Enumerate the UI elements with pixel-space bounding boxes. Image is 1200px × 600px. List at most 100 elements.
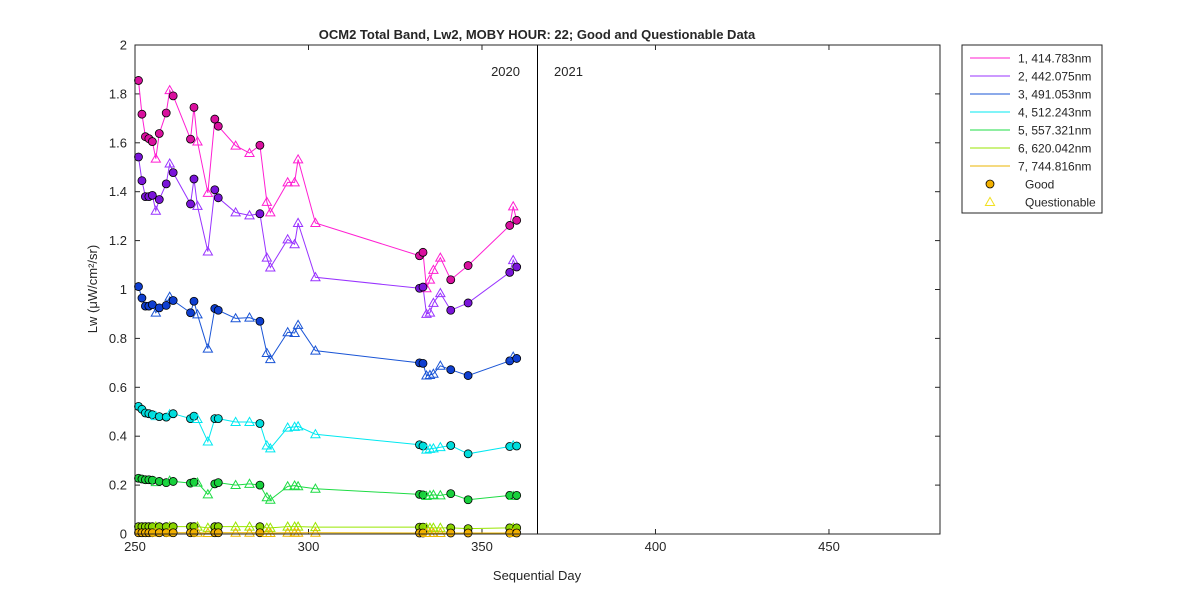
questionable-point xyxy=(264,353,276,364)
questionable-point xyxy=(434,360,446,370)
good-point xyxy=(505,221,515,230)
good-point xyxy=(512,262,522,272)
questionable-point xyxy=(191,413,203,424)
questionable-point xyxy=(150,205,162,215)
good-point xyxy=(213,193,223,203)
questionable-point xyxy=(427,297,439,307)
good-point xyxy=(134,152,143,162)
good-point xyxy=(134,282,143,291)
questionable-point xyxy=(202,527,214,537)
questionable-point xyxy=(202,343,214,353)
good-point xyxy=(189,174,199,184)
good-point xyxy=(168,477,178,486)
good-point xyxy=(213,528,223,538)
x-axis-label: Sequential Day xyxy=(493,568,582,583)
y-tick-label: 1.8 xyxy=(109,86,127,101)
good-point xyxy=(255,316,265,326)
questionable-point xyxy=(244,527,255,537)
questionable-point xyxy=(427,264,439,274)
good-point xyxy=(255,419,265,428)
questionable-point xyxy=(309,527,321,537)
data-marks xyxy=(134,76,522,538)
y-axis-label: Lw (μW/cm²/sr) xyxy=(85,245,100,333)
questionable-point xyxy=(434,441,446,452)
y-tick-label: 1 xyxy=(120,282,127,297)
questionable-point xyxy=(230,140,242,150)
questionable-point xyxy=(427,368,439,378)
good-point xyxy=(512,215,522,225)
questionable-point xyxy=(244,312,255,322)
questionable-point xyxy=(282,176,294,187)
questionable-point xyxy=(309,428,321,439)
y-tick-label: 1.2 xyxy=(109,233,127,248)
good-point xyxy=(154,195,164,204)
questionable-point xyxy=(427,442,439,453)
questionable-point xyxy=(292,319,304,329)
good-point xyxy=(161,300,171,310)
questionable-point xyxy=(244,416,255,426)
good-point xyxy=(168,296,178,305)
questionable-point xyxy=(264,261,276,272)
good-point xyxy=(255,140,265,150)
questionable-point xyxy=(264,442,276,453)
plot-frame xyxy=(134,44,941,535)
good-point xyxy=(255,209,265,219)
legend-label: 4, 512.243nm xyxy=(1018,106,1091,120)
questionable-point xyxy=(230,527,242,537)
questionable-point xyxy=(434,527,446,537)
questionable-point xyxy=(292,521,304,531)
chart-title: OCM2 Total Band, Lw2, MOBY HOUR: 22; Goo… xyxy=(319,27,756,42)
year-label-2021: 2021 xyxy=(554,64,583,79)
legend: 1, 414.783nm 2, 442.075nm 3, 491.053nm 4, 5… xyxy=(961,44,1103,214)
questionable-point xyxy=(191,308,203,319)
y-tick-label: 0 xyxy=(120,527,127,542)
x-tick-label: 300 xyxy=(298,539,320,554)
good-point xyxy=(137,109,147,119)
good-point xyxy=(168,168,178,178)
y-tick-label: 1.4 xyxy=(109,184,127,199)
y-tick-label: 0.8 xyxy=(109,331,127,346)
good-point xyxy=(213,121,223,131)
legend-box xyxy=(961,44,1103,214)
axis-ticks: 250 300 350 400 450 0 0.2 0.4 0.6 0.8 1 1.2 1.4 1.6 1.… xyxy=(109,38,940,554)
legend-questionable-marker xyxy=(984,196,996,206)
good-point xyxy=(137,293,147,303)
good-point xyxy=(446,305,456,315)
questionable-point xyxy=(244,147,255,158)
questionable-point xyxy=(289,238,301,249)
good-point xyxy=(213,305,223,315)
questionable-point xyxy=(150,153,162,163)
good-point xyxy=(512,441,522,451)
questionable-point xyxy=(261,347,273,358)
good-point xyxy=(161,108,171,118)
y-tick-label: 1.6 xyxy=(109,135,127,150)
questionable-point xyxy=(309,521,321,532)
legend-label: 5, 557.321nm xyxy=(1018,124,1091,138)
questionable-point xyxy=(282,233,294,244)
good-point xyxy=(147,137,157,146)
questionable-point xyxy=(244,478,255,488)
x-tick-label: 450 xyxy=(818,539,840,554)
questionable-point xyxy=(150,307,162,317)
questionable-point xyxy=(202,187,214,197)
questionable-point xyxy=(507,200,519,211)
questionable-point xyxy=(309,271,321,282)
year-label-2020: 2020 xyxy=(491,64,520,79)
x-tick-label: 350 xyxy=(471,539,493,554)
questionable-point xyxy=(292,217,304,227)
good-point xyxy=(189,296,199,306)
questionable-point xyxy=(309,217,321,227)
questionable-point xyxy=(421,490,432,501)
good-point xyxy=(446,489,456,499)
x-tick-label: 250 xyxy=(124,539,146,554)
questionable-point xyxy=(264,527,276,537)
questionable-point xyxy=(309,483,321,493)
good-point xyxy=(186,199,195,209)
questionable-point xyxy=(289,479,301,490)
questionable-point xyxy=(202,245,214,256)
questionable-point xyxy=(230,521,242,531)
good-point xyxy=(512,528,522,538)
good-point xyxy=(463,371,473,380)
legend-label: 1, 414.783nm xyxy=(1018,52,1091,66)
questionable-point xyxy=(434,287,446,298)
